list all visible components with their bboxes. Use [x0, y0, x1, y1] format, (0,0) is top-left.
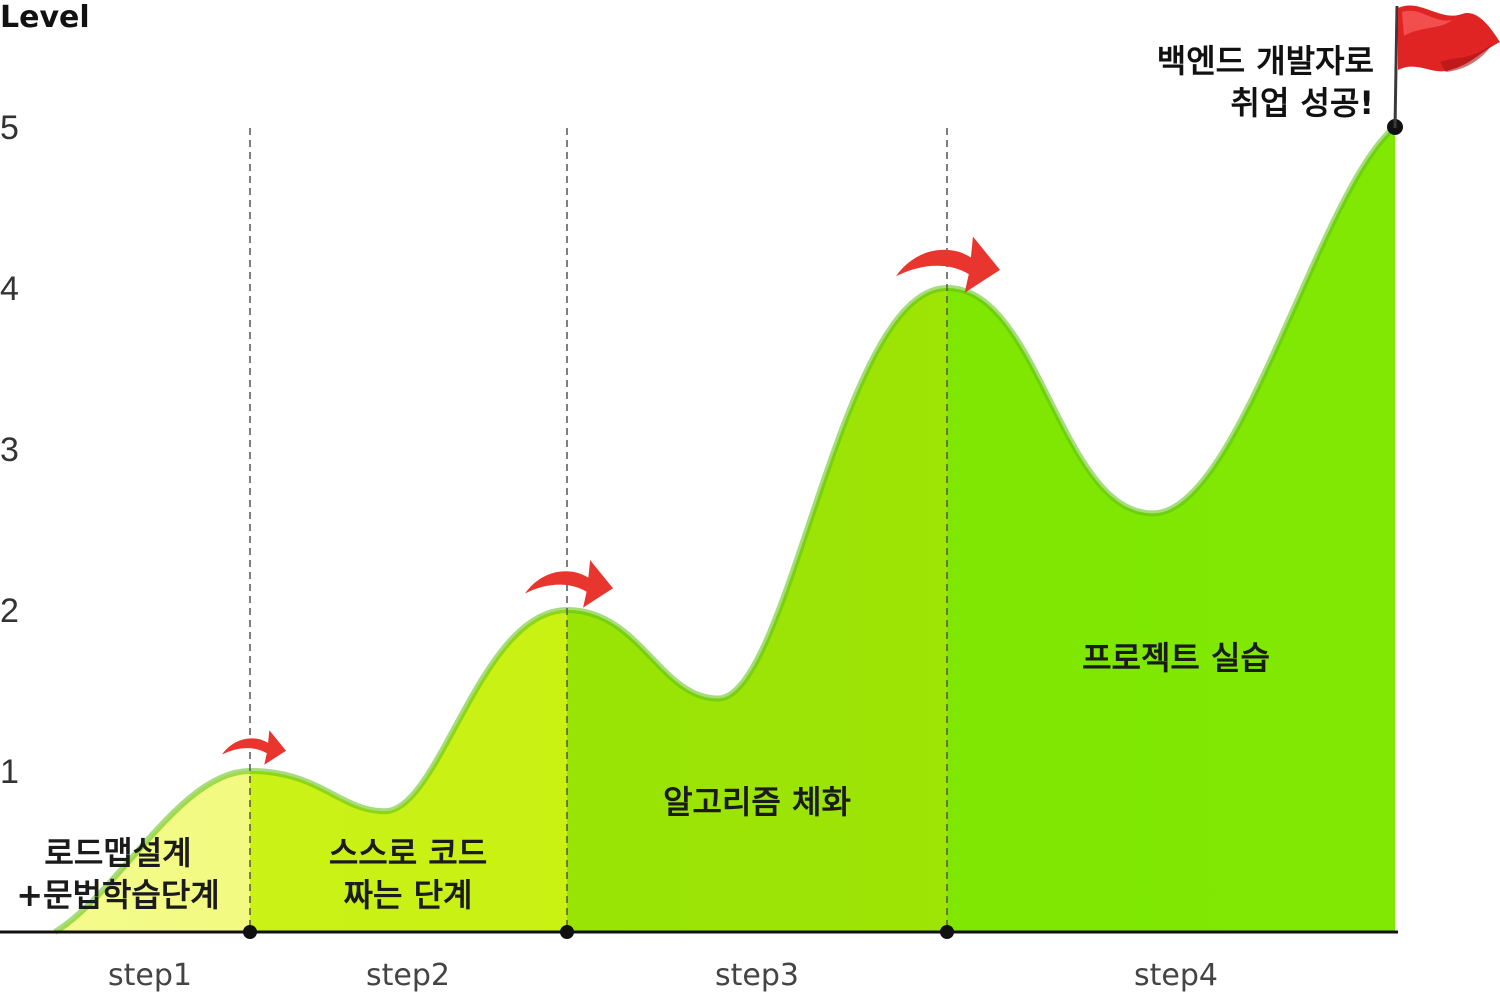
y-tick-label: 5: [0, 109, 19, 147]
x-step-label: step4: [1134, 958, 1218, 993]
y-tick-label: 4: [0, 270, 19, 308]
phase-label: 짜는 단계: [344, 876, 473, 914]
y-axis-ticks: 1 2 3 4 5: [0, 109, 19, 791]
y-tick-label: 3: [0, 431, 19, 469]
goal-label-line: 취업 성공!: [1231, 84, 1375, 122]
x-axis-steps: step1 step2 step3 step4: [108, 958, 1218, 993]
boundary-dot: [940, 925, 954, 939]
phase-label: +문법학습단계: [16, 876, 219, 914]
step2-area: [250, 610, 567, 932]
transition-arrows: [222, 236, 1000, 765]
curved-arrow-right-icon: [525, 560, 613, 608]
boundary-dot: [560, 925, 574, 939]
y-axis-title: Level: [0, 0, 90, 35]
step4-area: [947, 127, 1395, 932]
curved-arrow-right-icon: [222, 730, 286, 765]
y-tick-label: 2: [0, 592, 19, 630]
phase-label: 알고리즘 체화: [663, 783, 851, 821]
phase-label: 프로젝트 실습: [1082, 639, 1270, 677]
x-step-label: step2: [366, 958, 450, 993]
boundary-dot: [243, 925, 257, 939]
goal-label-line: 백엔드 개발자로: [1157, 42, 1374, 80]
step3-area: [567, 288, 947, 932]
red-flag-icon: [1393, 5, 1500, 129]
phase-label: 스스로 코드: [329, 834, 487, 872]
y-tick-label: 1: [0, 753, 19, 791]
phase-label: 로드맵설계: [44, 834, 191, 872]
level-curve: [53, 124, 1397, 935]
x-step-label: step1: [108, 958, 192, 993]
x-step-label: step3: [715, 958, 799, 993]
curved-arrow-right-icon: [896, 236, 1000, 293]
level-area: [55, 127, 1395, 932]
